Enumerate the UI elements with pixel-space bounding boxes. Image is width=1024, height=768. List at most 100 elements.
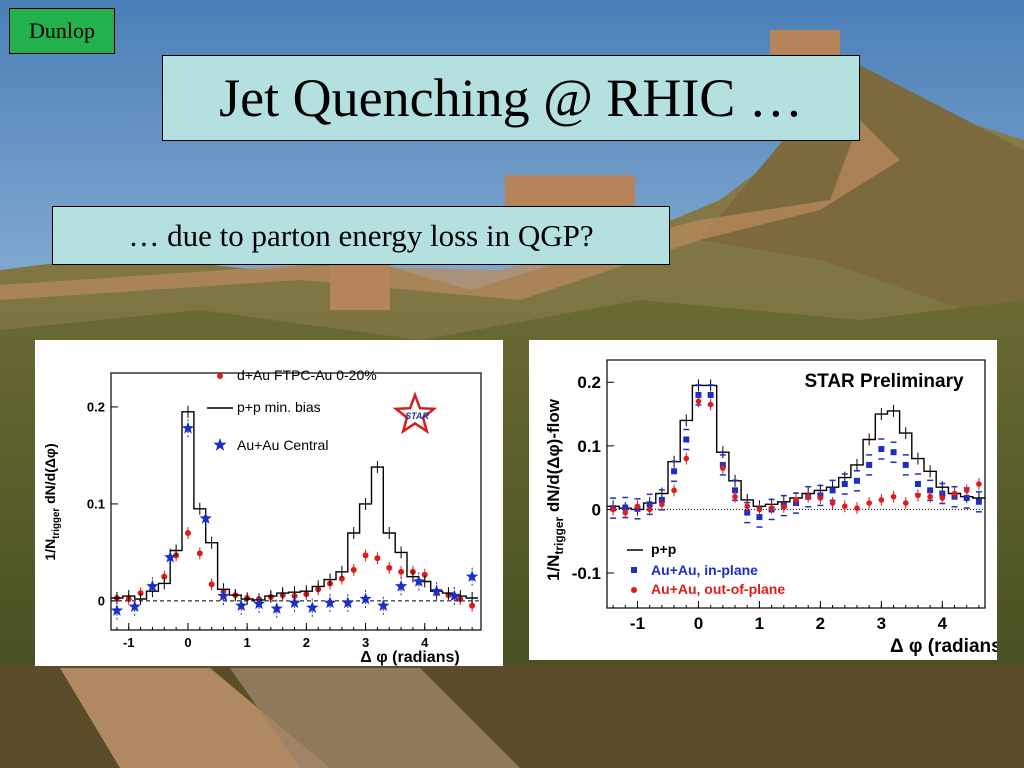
outplane-point — [659, 501, 665, 508]
inplane-point — [890, 449, 897, 456]
inplane-point — [878, 446, 885, 453]
x-tick-label: 4 — [421, 635, 429, 650]
chart-title: STAR Preliminary — [804, 371, 964, 392]
auau-star-point — [217, 589, 230, 602]
legend-label: Au+Au, in-plane — [651, 562, 758, 578]
inplane-point — [975, 498, 982, 505]
outplane-point — [634, 503, 641, 510]
y-axis-label: 1/Ntrigger dN/d(Δφ)-flow — [544, 398, 566, 581]
y-axis-label-part: 1/N — [42, 539, 58, 561]
dau-point — [338, 575, 345, 582]
star-logo-text: STAR — [405, 411, 429, 421]
outplane-point — [622, 509, 629, 516]
inplane-point — [756, 514, 763, 521]
legend-marker-auau — [213, 438, 227, 451]
x-tick-label: 4 — [938, 614, 948, 633]
chart-panel-left: -1 0 1 2 3 4 0 0.1 0.2 Δ φ (radians) 1/Ntrigger dN… — [35, 340, 503, 666]
auau-star-point — [341, 596, 354, 609]
dau-point — [350, 566, 357, 573]
outplane-point — [939, 495, 946, 501]
outplane-point — [829, 500, 836, 506]
dau-point — [362, 552, 369, 559]
inplane-point — [695, 391, 702, 398]
auau-star-point — [181, 421, 195, 434]
outplane-point — [707, 401, 714, 408]
inplane-point — [914, 481, 921, 487]
chart-right: -1 0 1 2 3 4 -0.1 0 0.1 0.2 Δ φ (radians) 1/Ntrigge… — [544, 359, 1008, 657]
dau-point — [386, 564, 393, 571]
auau-star-point — [412, 575, 425, 587]
inplane-point — [829, 487, 836, 494]
outplane-point — [646, 506, 653, 513]
inplane-point — [853, 477, 860, 484]
y-tick-label: 0.1 — [577, 437, 601, 456]
legend-label: p+p min. bias — [237, 399, 321, 415]
outplane-point — [768, 505, 775, 511]
legend-label: d+Au FTPC-Au 0-20% — [237, 367, 377, 383]
outplane-point — [866, 500, 872, 506]
outplane-point — [695, 398, 702, 405]
outplane-point — [854, 505, 860, 511]
outplane-point — [963, 487, 970, 494]
inplane-point — [707, 391, 714, 398]
auau-star-point — [323, 596, 337, 609]
author-label: Dunlop — [9, 8, 115, 54]
outplane-point — [671, 487, 677, 494]
legend-label: Au+Au Central — [237, 437, 328, 453]
outplane-point — [927, 493, 933, 500]
auau-star-point — [270, 602, 283, 614]
auau-star-point — [465, 570, 479, 582]
inplane-point — [927, 487, 934, 494]
auau-star-point — [288, 596, 301, 609]
auau-star-point — [128, 600, 141, 612]
x-tick-label: -1 — [630, 614, 645, 633]
y-axis-label-subscript: trigger — [552, 517, 566, 555]
y-tick-label: 0 — [98, 593, 105, 608]
outplane-point — [793, 497, 799, 503]
inplane-point — [841, 481, 848, 487]
y-axis-label-part: dN/d(Δφ) — [42, 443, 58, 507]
x-tick-label: 0 — [694, 614, 703, 633]
auau-star-point — [110, 604, 124, 616]
x-tick-label: -1 — [123, 635, 135, 650]
x-tick-label: 3 — [877, 614, 886, 633]
x-tick-label: 1 — [244, 635, 251, 650]
y-tick-label: 0 — [592, 500, 601, 519]
legend-marker-dau — [217, 373, 223, 379]
dau-point — [469, 602, 476, 609]
outplane-point — [817, 495, 824, 501]
inplane-point — [866, 461, 873, 468]
auau-star-point — [164, 550, 177, 563]
auau-star-point — [235, 599, 248, 611]
legend-marker-inplane — [631, 567, 637, 573]
outplane-point — [805, 493, 811, 500]
outplane-point — [744, 503, 751, 510]
dau-point — [374, 555, 381, 562]
auau-star-point — [199, 512, 212, 524]
slide-title: Jet Quenching @ RHIC … — [162, 55, 860, 141]
y-axis-label-part: 1/N — [544, 555, 563, 581]
auau-star-point — [359, 592, 372, 605]
outplane-point — [720, 465, 726, 471]
auau-star-point — [394, 579, 408, 592]
dau-point — [421, 571, 428, 578]
y-tick-label: 0.1 — [87, 496, 105, 511]
chart-left: -1 0 1 2 3 4 0 0.1 0.2 Δ φ (radians) 1/Ntrigger dN… — [42, 367, 482, 666]
outplane-point — [915, 492, 921, 499]
legend-marker-outplane — [631, 587, 637, 593]
inplane-point — [683, 436, 690, 443]
x-axis-label: Δ φ (radians) — [360, 649, 459, 666]
inplane-point — [671, 468, 678, 475]
x-tick-label: 1 — [755, 614, 764, 633]
dau-point — [398, 568, 405, 575]
outplane-point — [781, 504, 787, 510]
auau-star-point — [306, 601, 319, 613]
inplane-point — [744, 509, 751, 516]
x-tick-label: 2 — [816, 614, 825, 633]
auau-star-point — [430, 584, 443, 597]
inplane-point — [963, 494, 970, 501]
outplane-point — [841, 503, 848, 510]
inplane-point — [732, 487, 739, 494]
x-tick-label: 3 — [362, 635, 369, 650]
y-tick-label: 0.2 — [577, 373, 601, 392]
